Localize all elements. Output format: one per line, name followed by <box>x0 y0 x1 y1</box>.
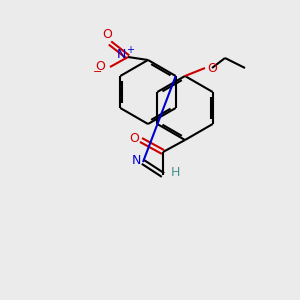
Text: O: O <box>95 61 105 74</box>
Text: N: N <box>131 154 141 167</box>
Text: H: H <box>170 166 180 178</box>
Text: O: O <box>207 61 217 74</box>
Text: O: O <box>129 131 139 145</box>
Text: +: + <box>126 45 134 55</box>
Text: O: O <box>102 28 112 41</box>
Text: −: − <box>93 67 103 77</box>
Text: N: N <box>117 49 126 62</box>
